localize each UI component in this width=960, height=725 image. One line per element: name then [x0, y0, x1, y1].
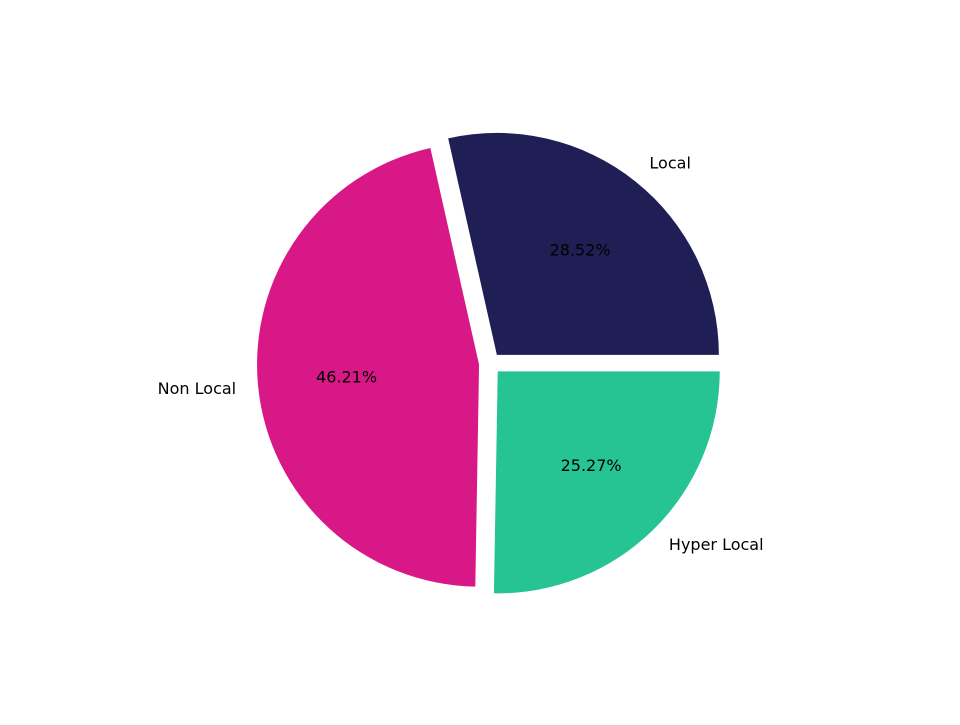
- slice-label: Local: [649, 154, 690, 173]
- slice-percent-label: 25.27%: [561, 456, 622, 475]
- slice-percent-label: 28.52%: [550, 240, 611, 259]
- slice-label: Non Local: [158, 379, 236, 398]
- pie-slice-local: [448, 132, 719, 355]
- slice-percent-label: 46.21%: [316, 368, 377, 387]
- pie-slice-non-local: [257, 148, 480, 587]
- pie-slice-hyper-local: [493, 371, 720, 594]
- slice-label: Hyper Local: [669, 535, 764, 554]
